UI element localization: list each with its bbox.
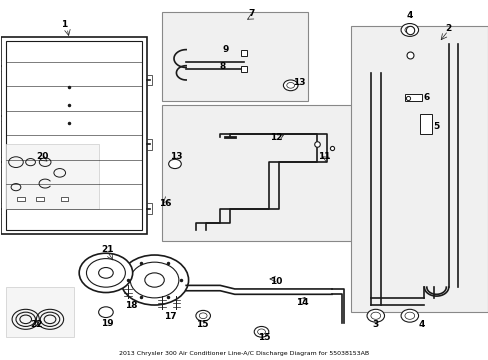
Bar (147, 139, 152, 150)
Text: 9: 9 (223, 45, 229, 54)
Text: 6: 6 (423, 93, 429, 102)
Text: 10: 10 (269, 277, 282, 286)
Circle shape (79, 253, 132, 293)
Text: 15: 15 (257, 333, 270, 342)
Text: 2: 2 (445, 24, 451, 33)
Circle shape (400, 23, 418, 36)
Circle shape (254, 327, 268, 337)
Bar (6, 144, 99, 208)
Text: 17: 17 (164, 312, 177, 321)
Text: 19: 19 (101, 319, 114, 328)
Text: 14: 14 (295, 298, 307, 307)
Bar (404, 94, 421, 102)
Bar (147, 203, 152, 214)
Text: 18: 18 (125, 301, 138, 310)
Bar (17, 197, 25, 201)
Bar (0, 157, 1, 167)
Text: 12: 12 (269, 133, 282, 142)
Bar (351, 26, 487, 312)
Bar (36, 197, 44, 201)
Bar (162, 12, 307, 102)
Text: 21: 21 (101, 245, 113, 254)
Bar (6, 287, 74, 337)
Circle shape (196, 310, 210, 321)
Text: 5: 5 (432, 122, 439, 131)
Text: 1: 1 (61, 20, 67, 29)
Circle shape (366, 309, 384, 322)
Text: 7: 7 (248, 9, 254, 18)
Text: 16: 16 (159, 199, 171, 208)
Text: 2013 Chrysler 300 Air Conditioner Line-A/C Discharge Diagram for 55038153AB: 2013 Chrysler 300 Air Conditioner Line-A… (119, 351, 369, 356)
Bar (1, 37, 147, 234)
Text: 15: 15 (196, 320, 208, 329)
Bar (61, 197, 68, 201)
Text: 20: 20 (37, 152, 49, 161)
Bar (419, 114, 431, 134)
Bar (0, 111, 1, 121)
Text: 3: 3 (372, 320, 378, 329)
Bar (0, 203, 1, 214)
Circle shape (120, 255, 188, 305)
Circle shape (168, 159, 181, 168)
Bar (147, 75, 152, 85)
Bar (6, 41, 142, 230)
Bar (162, 105, 356, 241)
Text: 22: 22 (30, 320, 42, 329)
Text: 4: 4 (418, 320, 424, 329)
Circle shape (400, 309, 418, 322)
Circle shape (283, 80, 297, 91)
Text: 11: 11 (318, 152, 330, 161)
Text: 13: 13 (292, 78, 305, 87)
Circle shape (99, 307, 113, 318)
Bar (0, 60, 1, 71)
Text: 8: 8 (219, 62, 225, 71)
Text: 4: 4 (406, 11, 412, 20)
Text: 13: 13 (170, 152, 183, 161)
